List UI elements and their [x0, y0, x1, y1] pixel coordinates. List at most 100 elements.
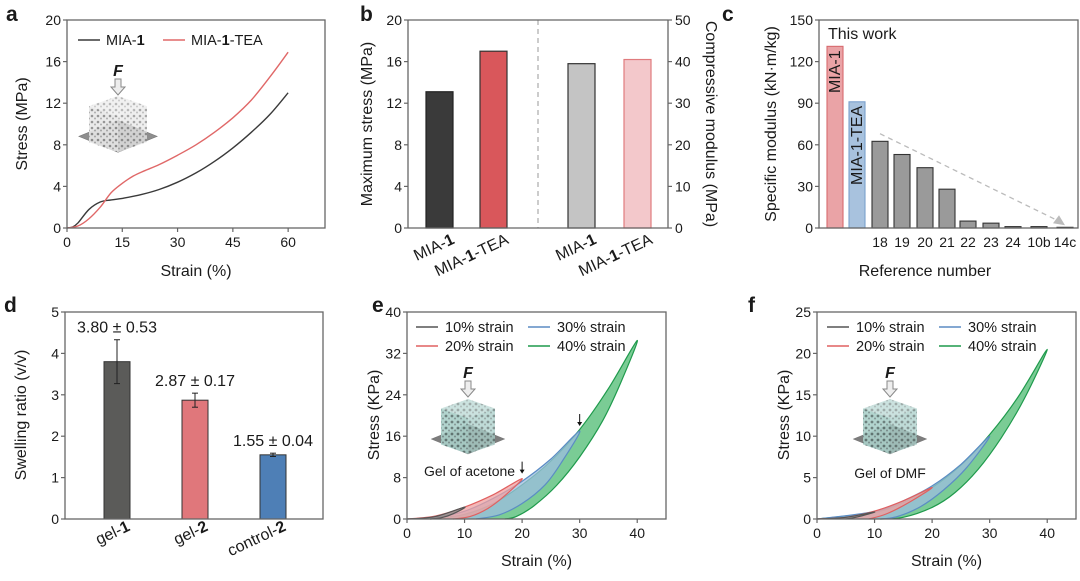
y-tick-label: 12 [386, 95, 402, 111]
plot-frame [406, 311, 667, 520]
trend-arrowhead-icon [1053, 215, 1065, 226]
panel-label: f [748, 294, 756, 317]
legend-label: 10% strain [445, 320, 514, 336]
x-axis-label: Strain (%) [160, 263, 231, 280]
legend-label: 20% strain [445, 339, 514, 355]
legend-label: 40% strain [968, 339, 1037, 355]
y-tick-label: 0 [394, 220, 402, 236]
legend-label: 10% strain [856, 320, 925, 336]
bar-ref-18 [871, 140, 889, 229]
x-axis-label: Reference number [859, 263, 992, 280]
panel-d-swelling-ratio: d 3.80 ± 0.53 gel-1 2.87 ± 0.17 gel-2 1.55 ± … [4, 294, 324, 560]
hysteresis-fill-20-strain [407, 478, 523, 519]
y-tick-label: 0 [53, 220, 61, 236]
cube-left-face [441, 408, 468, 454]
bar-control-2 [259, 454, 287, 520]
plot-frame [64, 311, 324, 520]
x-tick-label: 10b [1027, 234, 1051, 250]
force-label: F [885, 365, 896, 382]
x-tick-label: 24 [1005, 234, 1021, 250]
x-axis-label: Strain (%) [911, 553, 982, 570]
inset-caption: Gel of acetone [424, 463, 515, 479]
legend-label: MIA-1 [106, 33, 145, 49]
x-tick-label: 19 [894, 234, 910, 250]
cube-top-face [441, 399, 495, 418]
x-category-label: gel-1 [93, 518, 133, 548]
bar-gel-2 [181, 399, 209, 520]
y-tick-label: 0 [803, 511, 811, 527]
bar-compressive-modulus [567, 63, 596, 229]
y-tick-label: 4 [394, 178, 402, 194]
cube-left-face [89, 106, 118, 153]
x-axis-label: Strain (%) [501, 553, 572, 570]
x-tick-label: 0 [403, 525, 411, 541]
y-tick-label: 16 [45, 54, 61, 70]
panel-f-cyclic-dmf: f F Gel of DMF 0 5 10 15 20 25 0 10 20 30 40 Stress (K… [748, 294, 1077, 570]
x-tick-label: 45 [225, 234, 241, 250]
data-label: 3.80 ± 0.53 [77, 320, 157, 337]
bar-inner-label: MIA-1 [827, 50, 844, 93]
x-tick-label: 14c [1054, 234, 1077, 250]
x-tick-label: 18 [872, 234, 888, 250]
y-tick-label: 150 [790, 12, 814, 28]
panel-b-bar-chart: b 0 4 8 12 16 20 0 10 20 30 40 50 Maximum stress (MPa… [359, 3, 719, 280]
y-tick-label: 0 [805, 220, 813, 236]
x-tick-label: 15 [114, 234, 130, 250]
panel-label: e [372, 294, 384, 317]
cube-top-face [89, 96, 147, 117]
legend-label: 30% strain [557, 320, 626, 336]
down-arrowhead-icon [577, 422, 583, 427]
force-label: F [463, 365, 474, 382]
force-label: F [113, 63, 124, 80]
panel-label: c [722, 3, 734, 26]
y-tick-label: 30 [797, 178, 813, 194]
sample-cube-illustration [78, 96, 158, 153]
annotation-this-work: This work [828, 26, 897, 43]
bar-ref-20 [916, 167, 934, 229]
y-tick-label: 10 [795, 428, 811, 444]
legend-label: MIA-1-TEA [191, 33, 263, 49]
hysteresis-curve-10-strain [816, 511, 876, 520]
cube-left-face [863, 408, 890, 454]
data-label: 1.55 ± 0.04 [233, 433, 313, 450]
plot-frame [816, 311, 1077, 520]
y-tick-label: 10 [675, 178, 691, 194]
y-tick-label: 20 [45, 12, 61, 28]
x-tick-label: 0 [63, 234, 71, 250]
y-tick-label: 8 [393, 470, 401, 486]
y-tick-label: 4 [51, 345, 59, 361]
y-tick-label: 0 [675, 220, 683, 236]
y-tick-label: 25 [795, 304, 811, 320]
sample-cube-illustration [852, 399, 928, 455]
x-category-label: control-2 [225, 518, 289, 560]
bar-ref-21 [938, 188, 956, 229]
y-tick-label: 50 [675, 12, 691, 28]
data-label: 2.87 ± 0.17 [155, 373, 235, 390]
y-axis-label: Swelling ratio (v/v) [13, 350, 30, 481]
force-arrow-icon [459, 380, 477, 398]
x-tick-label: 40 [629, 525, 645, 541]
bar-ref-23 [982, 222, 1000, 229]
panel-a-stress-strain: a F 0 4 8 12 16 20 0 15 30 45 60 Stress (MPa) Strain (… [6, 3, 326, 280]
y-tick-label: 32 [385, 345, 401, 361]
y-axis-label: Stress (MPa) [14, 77, 31, 170]
y-tick-label: 15 [795, 387, 811, 403]
x-tick-label: 60 [280, 234, 296, 250]
hysteresis-curve-10-strain [406, 506, 466, 520]
x-tick-label: 22 [960, 234, 976, 250]
y-tick-label: 8 [394, 137, 402, 153]
y-tick-label: 20 [675, 137, 691, 153]
panel-label: d [4, 294, 17, 317]
y-tick-label: 12 [45, 95, 61, 111]
force-arrow-icon [881, 380, 899, 398]
y-axis-label: Specific modulus (kN·m/kg) [763, 26, 780, 222]
y-tick-label: 0 [393, 511, 401, 527]
bar-maximum-stress [479, 50, 508, 229]
panel-e-cyclic-acetone: e F Gel of acetone 0 8 16 24 32 40 0 10 20 30 40 Stres… [366, 294, 667, 570]
legend-label: 40% strain [557, 339, 626, 355]
force-arrow-icon [109, 78, 127, 96]
panel-c-specific-modulus: c MIA-1 MIA-1-TEA 18 19 20 21 22 23 24 10b 14c 0 30 60… [722, 3, 1079, 280]
y-tick-label: 8 [53, 137, 61, 153]
y-tick-label: 60 [797, 137, 813, 153]
cube-right-face [468, 408, 495, 454]
